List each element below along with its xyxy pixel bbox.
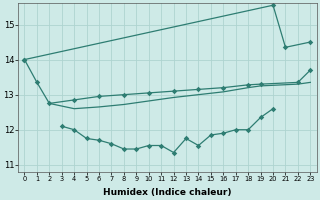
X-axis label: Humidex (Indice chaleur): Humidex (Indice chaleur) — [103, 188, 232, 197]
